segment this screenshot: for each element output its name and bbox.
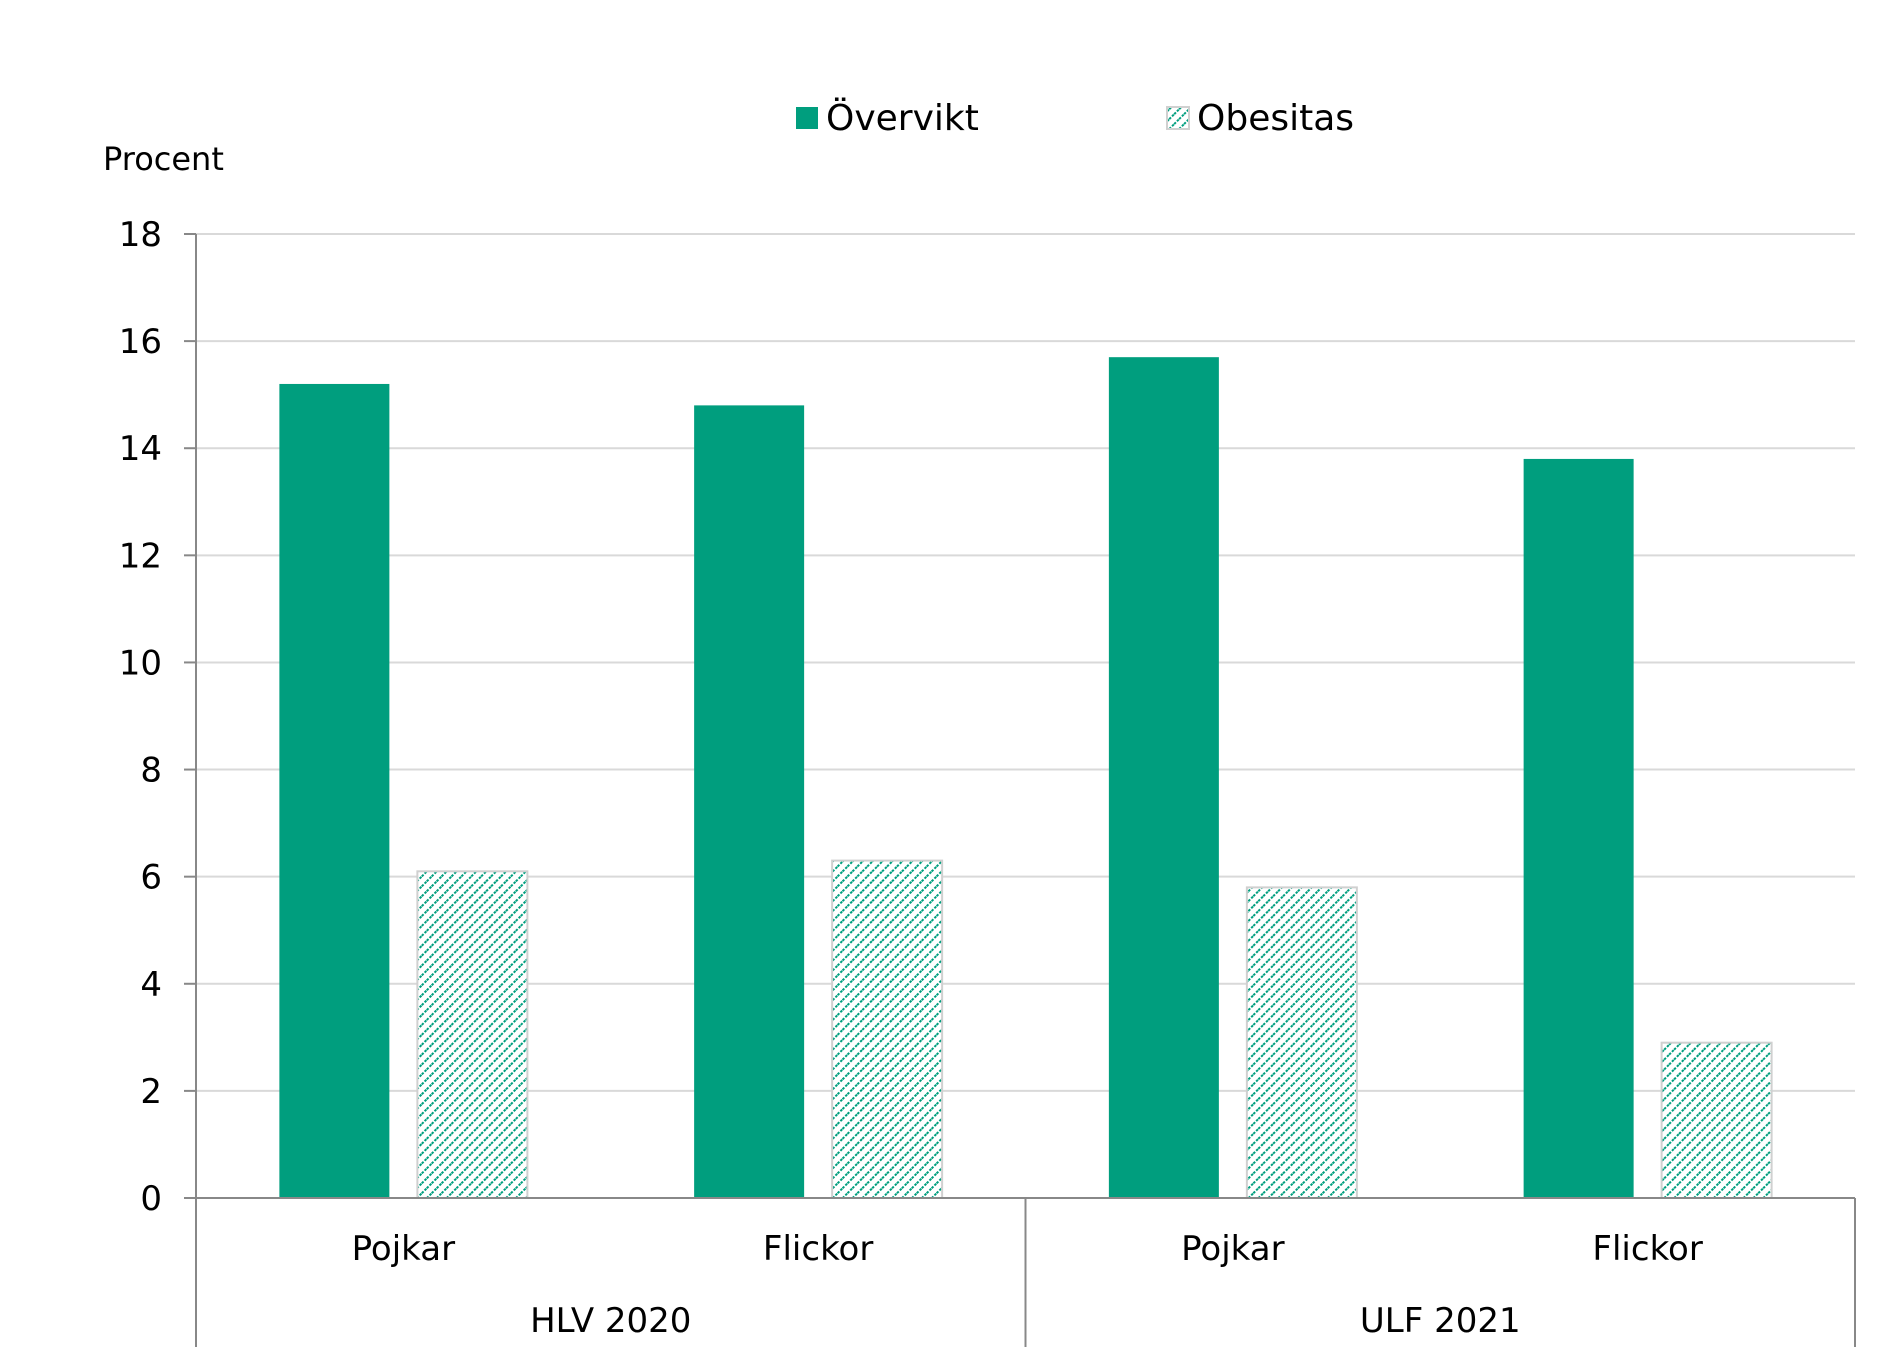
x-tick-labels: Pojkar Flickor Pojkar Flickor [352, 1229, 1703, 1269]
bar-obesitas-2 [1245, 886, 1358, 1200]
legend-label-obesitas: Obesitas [1197, 98, 1354, 139]
bar-overvikt-2 [1108, 357, 1219, 1199]
legend-swatch-obesitas [1166, 106, 1190, 130]
y-tick-label: 2 [140, 1072, 162, 1112]
bar-obesitas-3 [1660, 1041, 1773, 1199]
y-tick-label: 14 [119, 429, 162, 469]
bar-obesitas-1 [831, 859, 944, 1199]
legend-label-overvikt: Övervikt [826, 97, 979, 139]
y-tick-label: 12 [119, 536, 162, 576]
y-axis-label: Procent [103, 140, 224, 178]
legend-item-overvikt: Övervikt [796, 97, 979, 139]
y-tick-label: 18 [119, 215, 162, 255]
x-tick-label: Flickor [1592, 1229, 1702, 1269]
x-tick-label: Pojkar [352, 1229, 455, 1269]
x-tick-label: Flickor [763, 1229, 873, 1269]
y-tick-label: 16 [119, 322, 162, 362]
legend-item-obesitas: Obesitas [1166, 98, 1354, 139]
y-tick-label: 4 [140, 965, 162, 1005]
y-tick-label: 6 [140, 858, 162, 898]
y-tick-label: 10 [119, 643, 162, 683]
bar-overvikt-0 [279, 383, 390, 1198]
x-group-labels: HLV 2020 ULF 2021 [530, 1301, 1521, 1341]
bar-overvikt-1 [694, 405, 805, 1198]
bar-overvikt-3 [1523, 458, 1634, 1198]
legend: Övervikt Obesitas [796, 97, 1354, 139]
legend-swatch-overvikt [796, 107, 818, 129]
x-group-dividers [195, 1198, 1856, 1347]
y-tick-label: 0 [140, 1179, 162, 1219]
y-tick-label: 8 [140, 751, 162, 791]
bars [279, 357, 1773, 1200]
x-tick-label: Pojkar [1181, 1229, 1284, 1269]
x-group-label: HLV 2020 [530, 1301, 691, 1341]
bar-obesitas-0 [416, 870, 529, 1199]
x-group-label: ULF 2021 [1360, 1301, 1521, 1341]
y-tick-labels: 0 2 4 6 8 10 12 14 16 18 [119, 215, 196, 1219]
